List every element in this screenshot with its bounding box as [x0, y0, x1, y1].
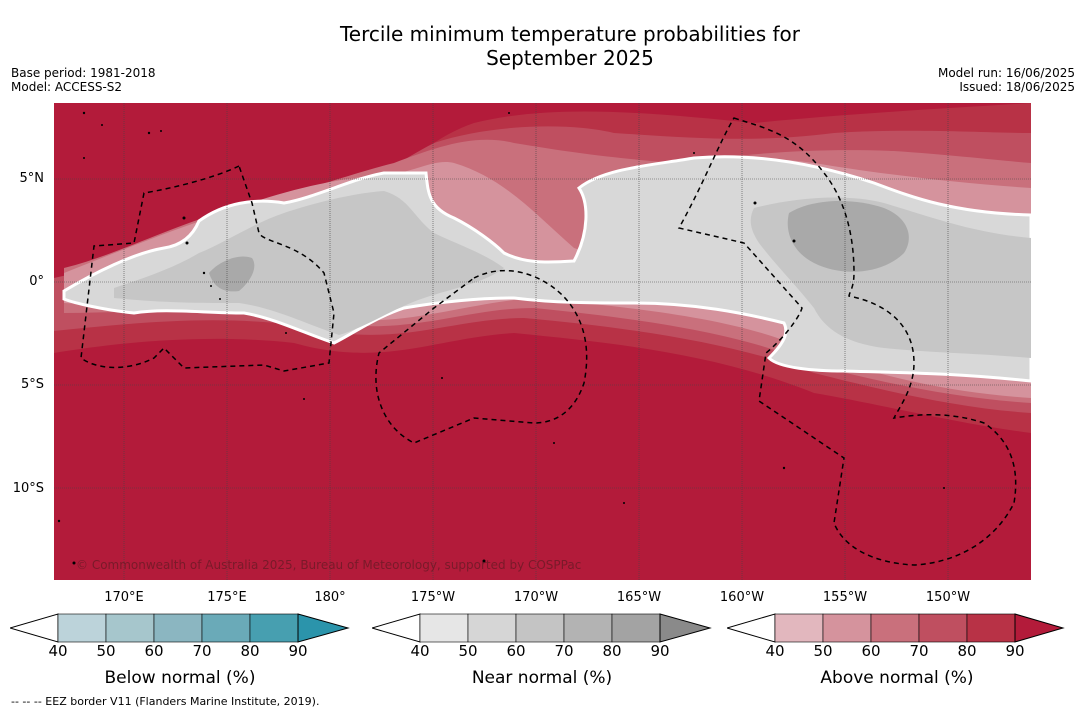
lon-label-170w: 170°W [513, 590, 559, 605]
title-line-2: September 2025 [486, 46, 654, 70]
model-run: Model run: 16/06/2025 [937, 66, 1075, 80]
islands [57, 111, 945, 565]
graticule [54, 103, 1031, 580]
colorbar-tick: 60 [144, 642, 164, 660]
colorbar-below-normal: 40 50 60 70 80 90 Below normal (%) [10, 612, 350, 702]
colorbar-tick: 90 [650, 642, 670, 660]
colorbar-tick: 60 [506, 642, 526, 660]
lat-label-0: 0° [29, 274, 44, 289]
map-canvas [54, 103, 1031, 580]
colorbar-tick: 50 [458, 642, 478, 660]
near-60-region [114, 191, 504, 335]
lon-label-160w: 160°W [719, 590, 765, 605]
lat-label-10s: 10°S [12, 481, 44, 496]
colorbar-above-normal: 40 50 60 70 80 90 Above normal (%) [727, 612, 1067, 702]
map-title: Tercile minimum temperature probabilitie… [270, 22, 870, 70]
title-line-1: Tercile minimum temperature probabilitie… [339, 22, 801, 46]
colorbar-label-above: Above normal (%) [820, 668, 974, 688]
colorbar-tick: 40 [765, 642, 785, 660]
colorbar-tick: 80 [240, 642, 260, 660]
colorbar-tick: 40 [410, 642, 430, 660]
copyright-notice: © Commonwealth of Australia 2025, Bureau… [76, 558, 582, 572]
colorbar-above-swatches [727, 613, 1065, 643]
eez-footnote: -- -- -- EEZ border V11 (Flanders Marine… [11, 695, 320, 708]
colorbar-tick: 70 [554, 642, 574, 660]
lon-label-165w: 165°W [616, 590, 662, 605]
model-name: Model: ACCESS-S2 [11, 80, 123, 94]
issued-date: Issued: 18/06/2025 [959, 80, 1075, 94]
colorbar-label-near: Near normal (%) [471, 668, 613, 688]
colorbar-tick: 80 [957, 642, 977, 660]
colorbar-near-swatches [372, 613, 712, 643]
colorbar-tick: 80 [602, 642, 622, 660]
lon-label-155w: 155°W [822, 590, 868, 605]
colorbar-tick: 90 [288, 642, 308, 660]
near-70-region-west [209, 256, 255, 292]
colorbar-tick: 50 [813, 642, 833, 660]
lon-label-175e: 175°E [207, 590, 247, 605]
base-period: Base period: 1981-2018 [11, 66, 156, 80]
probability-map [54, 103, 1031, 580]
colorbar-tick: 70 [192, 642, 212, 660]
colorbar-below-swatches [10, 613, 350, 643]
colorbar-tick: 60 [861, 642, 881, 660]
meta-left: Base period: 1981-2018 Model: ACCESS-S2 [11, 66, 156, 94]
lat-label-5n: 5°N [19, 171, 45, 186]
colorbar-near-normal: 40 50 60 70 80 90 Near normal (%) [372, 612, 712, 702]
colorbar-tick: 50 [96, 642, 116, 660]
lon-label-170e: 170°E [104, 590, 144, 605]
eez-borders [80, 117, 1017, 566]
lon-label-180: 180° [314, 590, 346, 605]
eez-kiribati-gilberts [80, 164, 335, 372]
meta-right: Model run: 16/06/2025 Issued: 18/06/2025 [938, 66, 1075, 94]
colorbar-tick: 70 [909, 642, 929, 660]
colorbar-label-below: Below normal (%) [104, 668, 256, 688]
lon-label-150w: 150°W [925, 590, 971, 605]
colorbar-tick: 40 [48, 642, 68, 660]
colorbar-tick: 90 [1005, 642, 1025, 660]
near-70-region [787, 201, 909, 272]
lat-label-5s: 5°S [20, 377, 44, 392]
lon-label-175w: 175°W [410, 590, 456, 605]
